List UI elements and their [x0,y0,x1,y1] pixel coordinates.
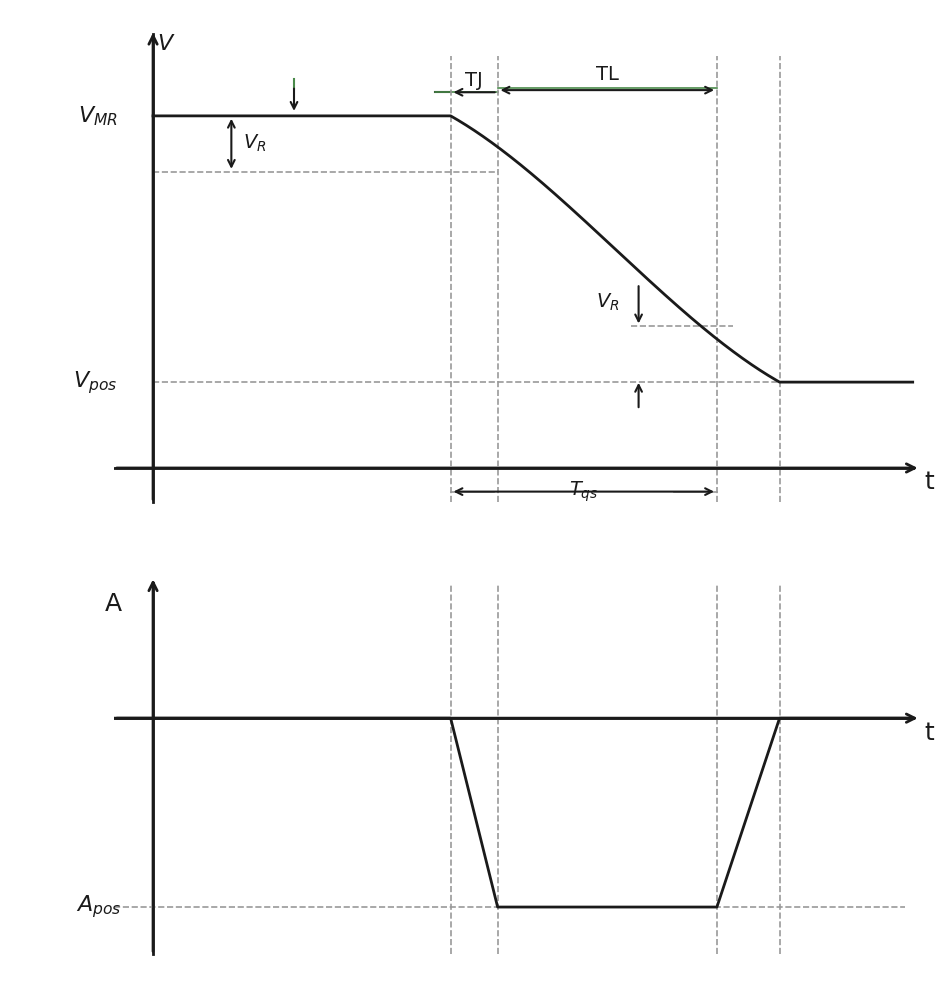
Text: $V_{pos}$: $V_{pos}$ [73,369,118,396]
Text: $V_R$: $V_R$ [243,133,267,154]
Text: $V_{MR}$: $V_{MR}$ [78,104,118,128]
Text: t: t [924,470,934,494]
Text: TJ: TJ [465,71,483,90]
Text: $V_R$: $V_R$ [596,292,619,313]
Text: t: t [924,721,934,745]
Text: $A_{pos}$: $A_{pos}$ [76,894,121,920]
Text: V: V [157,34,172,54]
Text: $T_{qs}$: $T_{qs}$ [569,479,599,504]
Text: TL: TL [596,65,619,84]
Text: A: A [104,592,121,616]
